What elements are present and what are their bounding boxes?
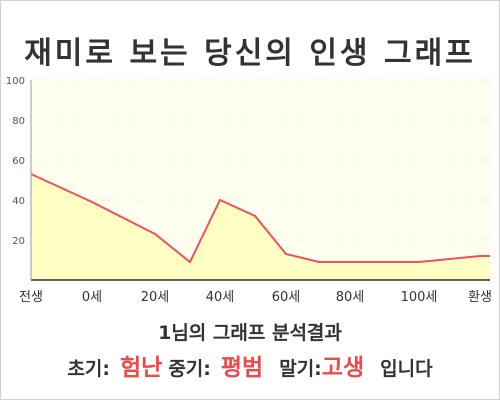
middle-label: 중기:: [168, 358, 211, 380]
analysis-result: 초기: 험난 중기: 평범 말기:고생 입니다: [0, 348, 500, 382]
y-tick-label: 80: [12, 116, 25, 127]
analysis-subtitle: 1님의 그래프 분석결과: [158, 322, 342, 344]
y-tick-label: 100: [6, 76, 25, 87]
y-tick-labels: 20 40 60 80 100: [6, 76, 25, 247]
x-tick-label: 100세: [401, 290, 438, 305]
x-tick-label: 환생: [468, 290, 492, 305]
early-label: 초기:: [67, 358, 110, 380]
y-tick-label: 20: [12, 236, 25, 247]
series-area: [31, 174, 490, 280]
result-suffix: 입니다: [380, 358, 433, 380]
y-tick-label: 60: [12, 156, 25, 167]
middle-value: 평범: [220, 355, 264, 381]
early-value: 험난: [120, 355, 163, 381]
late-value: 고생: [321, 355, 365, 381]
x-tick-label: 60세: [272, 290, 301, 305]
y-tick-label: 40: [12, 196, 25, 207]
series-line: [30, 173, 490, 264]
x-tick-label: 0세: [82, 290, 102, 305]
page-title: 재미로 보는 당신의 인생 그래프: [24, 36, 476, 71]
x-tick-label: 80세: [336, 290, 365, 305]
x-tick-label: 20세: [141, 290, 170, 305]
x-tick-labels: 전생 0세 20세 40세 60세 80세 100세 환생: [19, 290, 492, 305]
late-label: 말기:: [279, 358, 322, 380]
x-tick-label: 40세: [206, 290, 235, 305]
x-tick-label: 전생: [19, 290, 43, 305]
